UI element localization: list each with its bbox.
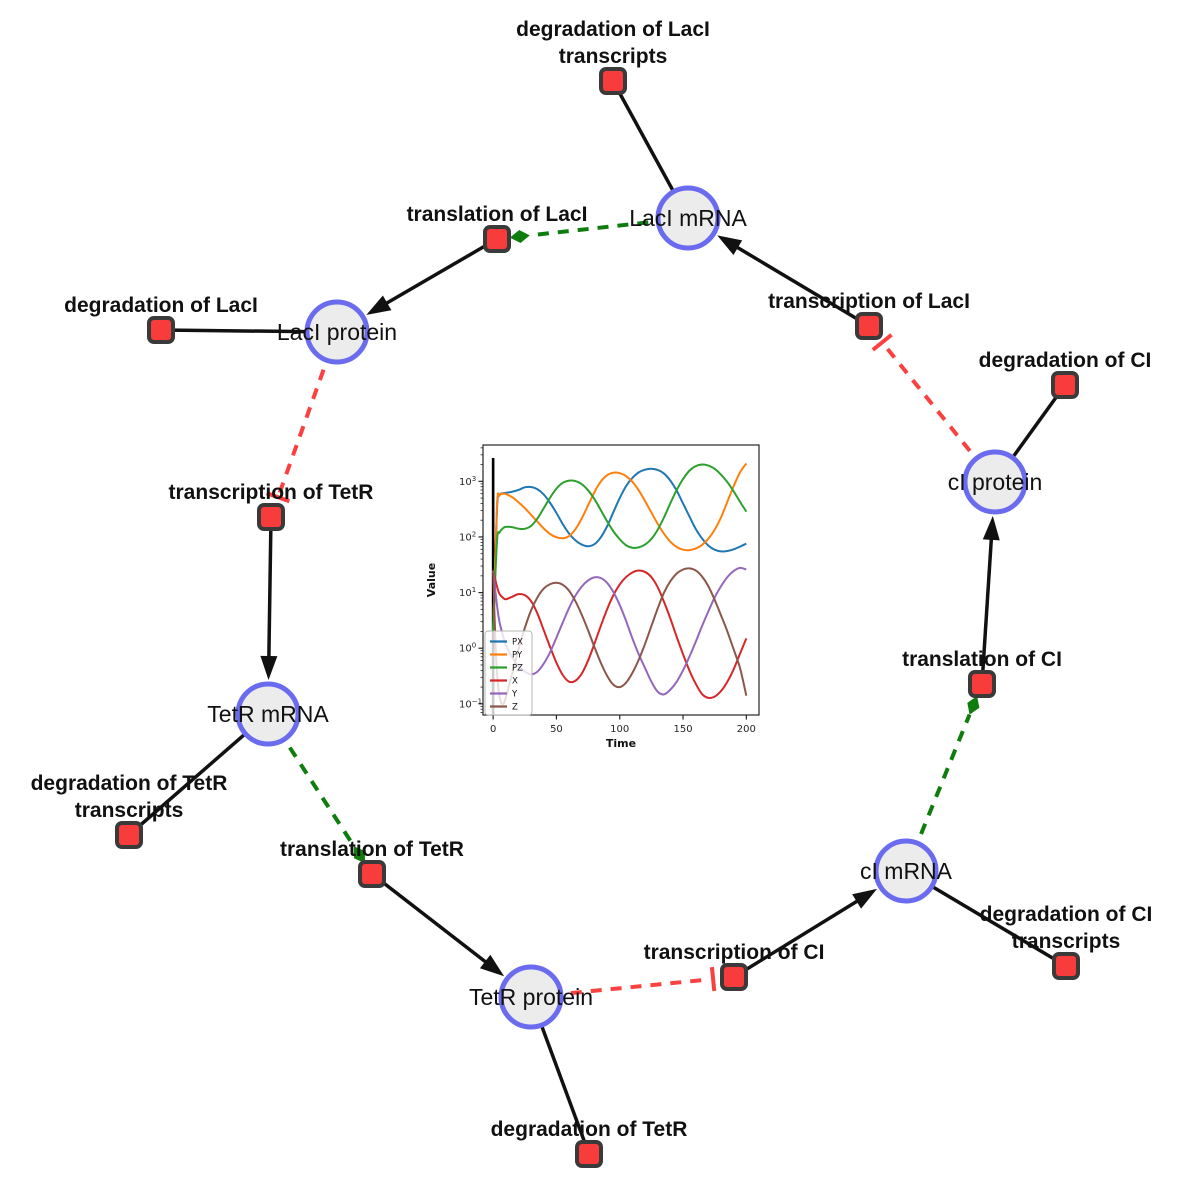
edge-transcription-laci-laci-mrna (717, 235, 870, 328)
x-tick-label: 200 (737, 724, 756, 735)
species-label-laci-mrna: LacI mRNA (629, 205, 747, 231)
species-node-laci-protein[interactable] (304, 299, 370, 365)
modifier-diamond-icon (354, 846, 365, 864)
reaction-node-deg-tetr-transcripts[interactable] (115, 821, 143, 849)
species-label-tetr-mrna: TetR mRNA (207, 701, 329, 727)
x-axis-label: Time (606, 737, 636, 750)
edge-translation-ci-ci-protein (980, 515, 1000, 685)
legend-label-Z: Z (512, 703, 518, 713)
x-tick-label: 150 (673, 724, 692, 735)
reaction-label-transcription-tetr: transcription of TetR (169, 481, 374, 504)
legend-label-X: X (512, 677, 518, 687)
legend-label-Y: Y (511, 690, 518, 700)
y-tick-label: 103 (459, 475, 476, 488)
x-tick-label: 100 (610, 724, 629, 735)
reaction-node-transcription-tetr[interactable] (257, 503, 285, 531)
reaction-node-transcription-laci[interactable] (855, 312, 883, 340)
reaction-label-deg-ci-transcripts: degradation of CI (980, 903, 1153, 926)
arrowhead-icon (479, 954, 505, 977)
series-line-X (492, 569, 748, 700)
reaction-label-translation-laci: translation of LacI (407, 203, 588, 226)
reaction-label-transcription-laci: transcription of LacI (768, 290, 970, 313)
legend: PX PY PZ XYZ (484, 630, 533, 716)
y-tick-label: 102 (459, 530, 476, 543)
reaction-label-translation-tetr: translation of TetR (280, 838, 464, 861)
species-label-tetr-protein: TetR protein (469, 984, 593, 1010)
edge-transcription-tetr-tetr-mrna (260, 516, 278, 681)
reaction-node-deg-laci-transcripts[interactable] (599, 67, 627, 95)
reaction-label-deg-tetr: degradation of TetR (491, 1118, 688, 1141)
legend-label-PZ: PZ (512, 664, 523, 674)
arrowhead-icon (260, 655, 278, 681)
reaction-label-deg-tetr-transcripts: transcripts (75, 799, 184, 822)
inhibitor-tbar-icon (709, 966, 717, 992)
reaction-label-deg-laci: degradation of LacI (64, 294, 258, 317)
arrowhead-icon (982, 515, 1000, 541)
y-axis-label: Value (425, 563, 438, 597)
species-node-ci-mrna[interactable] (873, 838, 939, 904)
species-node-tetr-mrna[interactable] (235, 681, 301, 747)
legend-label-PY: PY (512, 651, 523, 661)
species-label-ci-protein: cI protein (948, 469, 1043, 495)
species-label-laci-protein: LacI protein (277, 319, 397, 345)
series-line-PZ (492, 463, 748, 632)
modifier-diamond-icon (509, 230, 530, 243)
series-line-PX (492, 467, 747, 632)
y-tick-label: 101 (459, 586, 476, 599)
x-tick-label: 0 (490, 724, 496, 735)
reaction-node-deg-ci-transcripts[interactable] (1052, 952, 1080, 980)
reaction-node-transcription-ci[interactable] (720, 963, 748, 991)
series-line-PY (492, 462, 748, 632)
modifier-diamond-icon (967, 696, 980, 715)
arrowhead-icon (717, 235, 743, 256)
edge-translation-tetr-tetr-protein (370, 872, 505, 977)
inhibitor-tbar-icon (871, 333, 893, 352)
reaction-label-transcription-ci: transcription of CI (644, 941, 825, 964)
reaction-node-deg-laci[interactable] (147, 316, 175, 344)
y-tick-label: 10−1 (459, 697, 482, 710)
inhibitor-tbar-icon (266, 491, 291, 504)
reaction-node-translation-tetr[interactable] (358, 860, 386, 888)
reaction-label-deg-ci: degradation of CI (979, 349, 1152, 372)
edge-transcription-ci-ci-mrna (733, 888, 878, 979)
reaction-node-translation-laci[interactable] (483, 225, 511, 253)
reaction-label-deg-laci-transcripts: transcripts (559, 45, 668, 68)
x-tick-label: 50 (550, 724, 563, 735)
reaction-label-translation-ci: translation of CI (902, 648, 1062, 671)
reaction-label-deg-ci-transcripts: transcripts (1012, 930, 1121, 953)
reaction-label-deg-tetr-transcripts: degradation of TetR (31, 772, 228, 795)
legend-label-PX: PX (512, 638, 523, 648)
arrowhead-icon (366, 295, 392, 315)
y-tick-label: 100 (459, 642, 476, 655)
reaction-node-deg-ci[interactable] (1051, 371, 1079, 399)
reaction-node-translation-ci[interactable] (968, 670, 996, 698)
species-label-ci-mrna: cI mRNA (860, 858, 953, 884)
edge-translation-laci-laci-protein (366, 237, 498, 315)
reaction-label-deg-laci-transcripts: degradation of LacI (516, 18, 710, 41)
species-node-tetr-protein[interactable] (498, 964, 564, 1030)
species-node-laci-mrna[interactable] (655, 185, 721, 251)
arrowhead-icon (852, 888, 878, 909)
species-node-ci-protein[interactable] (962, 449, 1028, 515)
reaction-node-deg-tetr[interactable] (575, 1140, 603, 1168)
